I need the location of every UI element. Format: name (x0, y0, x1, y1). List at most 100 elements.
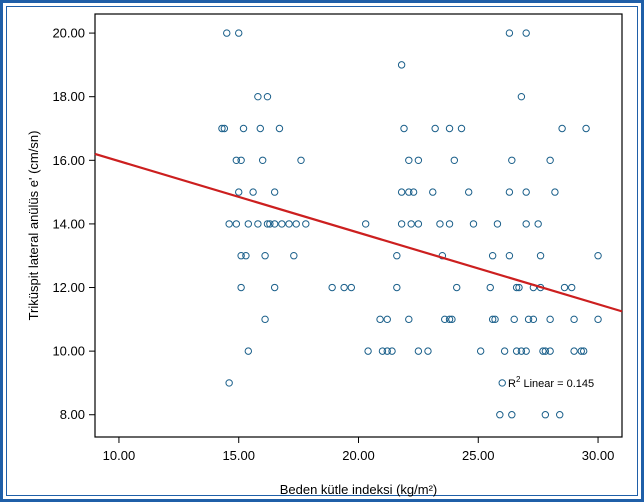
data-point (266, 220, 274, 228)
data-point (445, 124, 454, 133)
data-point (579, 347, 588, 355)
data-point (551, 188, 559, 196)
data-point (577, 347, 585, 355)
data-point (376, 315, 384, 324)
data-point (517, 92, 526, 101)
data-point (261, 252, 269, 260)
data-point (429, 188, 437, 196)
data-point (258, 156, 267, 165)
data-point (270, 188, 279, 196)
data-point (488, 315, 497, 324)
data-point (512, 347, 521, 355)
inner-border (6, 6, 638, 496)
data-point (244, 347, 253, 355)
data-point (242, 252, 250, 260)
data-point (582, 124, 590, 133)
data-point (232, 220, 241, 228)
data-point (239, 124, 248, 133)
data-point (237, 156, 245, 165)
data-point (400, 124, 408, 133)
data-point (292, 220, 300, 228)
data-point (225, 220, 233, 228)
data-point (414, 156, 423, 165)
data-point (560, 283, 569, 292)
data-point (302, 220, 310, 228)
data-point (594, 315, 602, 324)
data-point (364, 347, 372, 355)
data-point (263, 92, 272, 101)
data-point (249, 188, 257, 196)
data-points (218, 29, 602, 419)
data-point (496, 411, 504, 419)
data-point (270, 283, 279, 292)
data-point (405, 315, 413, 324)
data-point (254, 92, 262, 101)
data-point (546, 315, 554, 324)
data-point (448, 315, 456, 324)
x-tick-label: 30.00 (582, 448, 615, 463)
y-tick-label: 8.00 (60, 407, 85, 422)
data-point (361, 220, 370, 228)
x-tick-label: 20.00 (342, 448, 375, 463)
data-point (297, 156, 305, 165)
y-axis-title: Triküspit lateral anülüs e' (cm/sn) (26, 131, 41, 321)
y-tick-label: 12.00 (52, 280, 85, 295)
data-point (536, 252, 545, 260)
data-point (556, 411, 564, 419)
y-tick-label: 16.00 (52, 153, 85, 168)
annotation-prefix: R (508, 378, 516, 390)
data-point (237, 252, 245, 260)
y-tick-label: 20.00 (52, 26, 85, 41)
data-point (405, 156, 413, 165)
data-point (469, 220, 478, 228)
data-point (244, 220, 253, 228)
data-point (436, 220, 444, 228)
data-point (414, 220, 423, 228)
data-point (529, 315, 538, 324)
data-point (223, 29, 231, 37)
x-tick-label: 15.00 (222, 448, 255, 463)
data-point (254, 220, 262, 228)
data-point (491, 315, 499, 324)
data-point (232, 156, 241, 165)
data-point (397, 220, 406, 228)
data-point (378, 347, 387, 355)
data-point (220, 124, 229, 133)
data-point (347, 283, 356, 292)
data-point (424, 347, 432, 355)
data-point (409, 188, 418, 196)
data-point (570, 315, 578, 324)
data-point (256, 124, 264, 133)
y-tick-label: 18.00 (52, 89, 85, 104)
data-point (522, 220, 530, 228)
plot-area (94, 13, 623, 438)
data-point (278, 220, 286, 228)
data-point (261, 315, 269, 324)
data-point (445, 220, 454, 228)
data-point (263, 220, 272, 228)
data-point (290, 252, 298, 260)
data-point (539, 347, 547, 355)
data-point (453, 283, 461, 292)
data-point (235, 188, 243, 196)
data-point (541, 347, 550, 355)
data-point (388, 347, 396, 355)
data-point (431, 124, 439, 133)
r-squared-annotation: R2 Linear = 0.145 (508, 375, 594, 390)
regression-line (94, 152, 623, 313)
data-point (235, 29, 243, 37)
data-point (397, 61, 406, 69)
data-point (407, 220, 415, 228)
axis-ticks: 8.00 10.00 12.00 14.00 16.00 18.00 20.00 10.00 1… (52, 26, 614, 463)
data-point (508, 411, 516, 419)
data-point (457, 124, 466, 133)
data-point (541, 411, 550, 419)
data-point (340, 283, 348, 292)
data-point (546, 156, 554, 165)
data-point (498, 379, 506, 387)
data-point (328, 283, 336, 292)
data-point (476, 347, 485, 355)
